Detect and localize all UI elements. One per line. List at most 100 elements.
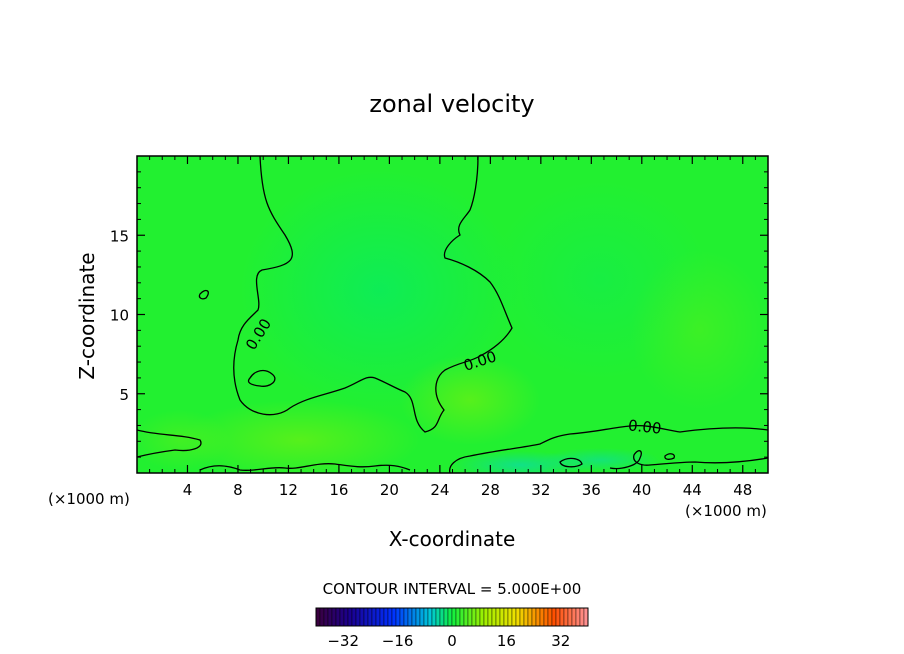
- contour-line: [199, 463, 411, 472]
- contour-line: [247, 369, 276, 387]
- colorbar-cell: [423, 607, 429, 627]
- colorbar-cell: [327, 607, 333, 627]
- colorbar-cell: [503, 607, 509, 627]
- colorbar-cell: [343, 607, 349, 627]
- colorbar-cell: [347, 607, 353, 627]
- colorbar-cell: [527, 607, 533, 627]
- colorbar-cell: [575, 607, 581, 627]
- contour-line: [137, 429, 202, 458]
- colorbar-cell: [367, 607, 373, 627]
- x-tick-label: 48: [733, 481, 752, 499]
- x-tick-label: 24: [430, 481, 449, 499]
- colorbar-tick-label: 32: [551, 632, 570, 650]
- x-tick-label: 32: [531, 481, 550, 499]
- colorbar-cell: [387, 607, 393, 627]
- contour-line: [609, 450, 768, 470]
- colorbar-cell: [547, 607, 553, 627]
- x-tick-label: 4: [183, 481, 193, 499]
- colorbar-cell: [319, 607, 325, 627]
- contour-line: [449, 424, 768, 473]
- heatmap-field: [137, 156, 768, 473]
- colorbar-cell: [559, 607, 565, 627]
- colorbar-cell: [515, 607, 521, 627]
- x-tick-label: 36: [582, 481, 601, 499]
- colorbar-cell: [507, 607, 513, 627]
- x-tick-label: 16: [329, 481, 348, 499]
- field-blob: [137, 410, 230, 470]
- colorbar-cell: [411, 607, 417, 627]
- x-unit-label-left: (×1000 m): [48, 490, 130, 508]
- contour-interval-label: CONTOUR INTERVAL = 5.000E+00: [323, 580, 582, 598]
- colorbar-cell: [351, 607, 357, 627]
- colorbar: [315, 607, 589, 627]
- colorbar-cell: [463, 607, 469, 627]
- colorbar-cell: [399, 607, 405, 627]
- contour-line: [233, 156, 513, 433]
- contour-line: [198, 289, 209, 300]
- y-tick-label: 15: [110, 227, 129, 245]
- colorbar-cell: [471, 607, 477, 627]
- y-tick-label: 5: [119, 386, 129, 404]
- colorbar-cell: [539, 607, 545, 627]
- colorbar-cell: [383, 607, 389, 627]
- colorbar-cell: [535, 607, 541, 627]
- y-axis-label: Z-coordinate: [75, 252, 99, 379]
- contour-label: 0.00: [627, 416, 662, 437]
- colorbar-cell: [439, 607, 445, 627]
- x-tick-label: 40: [632, 481, 651, 499]
- field-blob: [240, 170, 520, 410]
- colorbar-cell: [511, 607, 517, 627]
- x-tick-label: 8: [233, 481, 243, 499]
- colorbar-cell: [467, 607, 473, 627]
- colorbar-cell: [415, 607, 421, 627]
- colorbar-cell: [491, 607, 497, 627]
- colorbar-cell: [363, 607, 369, 627]
- colorbar-cell: [419, 607, 425, 627]
- colorbar-cell: [551, 607, 557, 627]
- colorbar-cell: [487, 607, 493, 627]
- contour-line: [559, 457, 583, 468]
- x-tick-label: 28: [481, 481, 500, 499]
- colorbar-cell: [455, 607, 461, 627]
- x-axis: 4 8 12 16 20 24 28 32 36 40 44 48: [149, 156, 756, 499]
- colorbar-cell: [359, 607, 365, 627]
- colorbar-ticks: −32 −16 0 16 32: [327, 632, 570, 650]
- colorbar-cell: [475, 607, 481, 627]
- colorbar-cell: [323, 607, 329, 627]
- y-tick-label: 10: [110, 307, 129, 325]
- x-tick-label: 44: [683, 481, 702, 499]
- colorbar-cell: [523, 607, 529, 627]
- colorbar-cell: [339, 607, 345, 627]
- y-axis: 5 10 15: [110, 171, 768, 458]
- colorbar-frame: [315, 607, 589, 627]
- colorbar-cell: [543, 607, 549, 627]
- colorbar-cell: [447, 607, 453, 627]
- colorbar-cell: [335, 607, 341, 627]
- colorbar-cell: [403, 607, 409, 627]
- field-blob: [630, 250, 768, 410]
- colorbar-cell: [395, 607, 401, 627]
- colorbar-cell: [571, 607, 577, 627]
- contour-labels: 0.00 0.00 0.00: [242, 315, 662, 437]
- colorbar-cell: [483, 607, 489, 627]
- colorbar-cell: [379, 607, 385, 627]
- colorbar-cell: [355, 607, 361, 627]
- colorbar-cell: [407, 607, 413, 627]
- colorbar-cell: [495, 607, 501, 627]
- x-axis-label: X-coordinate: [389, 527, 516, 551]
- colorbar-cell: [427, 607, 433, 627]
- colorbar-tick-label: −32: [327, 632, 359, 650]
- colorbar-cell: [479, 607, 485, 627]
- zero-contours: [137, 156, 768, 473]
- colorbar-cell: [567, 607, 573, 627]
- x-unit-label-right: (×1000 m): [685, 502, 767, 520]
- x-tick-label: 12: [279, 481, 298, 499]
- colorbar-cell: [583, 607, 589, 627]
- colorbar-cell: [431, 607, 437, 627]
- colorbar-cell: [555, 607, 561, 627]
- colorbar-cell: [315, 607, 321, 627]
- colorbar-cell: [391, 607, 397, 627]
- contour-line: [664, 453, 676, 460]
- colorbar-cell: [519, 607, 525, 627]
- colorbar-cell: [435, 607, 441, 627]
